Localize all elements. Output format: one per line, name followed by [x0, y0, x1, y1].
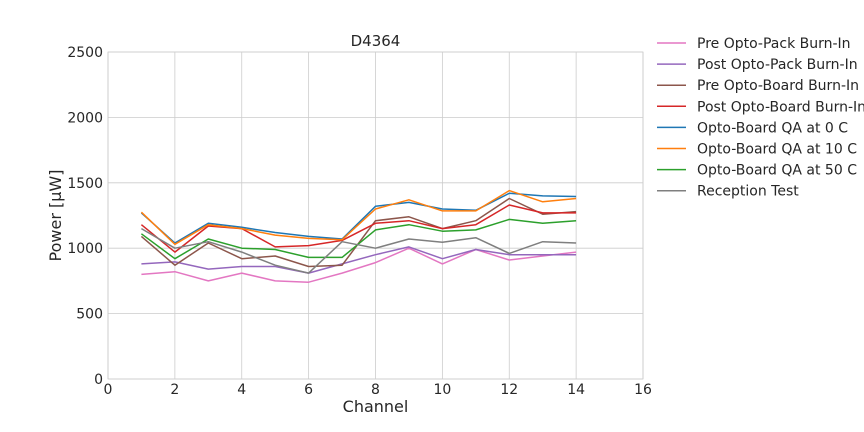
- legend-label: Opto-Board QA at 10 C: [697, 142, 857, 158]
- x-tick-label: 6: [304, 382, 313, 398]
- x-tick-label: 2: [170, 382, 179, 398]
- x-tick-label: 12: [500, 382, 518, 398]
- y-tick-label: 1000: [67, 241, 103, 257]
- chart-title: D4364: [351, 32, 401, 50]
- x-tick-label: 0: [104, 382, 113, 398]
- legend-label: Post Opto-Pack Burn-In: [697, 57, 858, 73]
- y-tick-label: 1500: [67, 176, 103, 192]
- legend-label: Pre Opto-Pack Burn-In: [697, 36, 851, 52]
- x-tick-label: 8: [371, 382, 380, 398]
- y-tick-label: 500: [76, 307, 103, 323]
- grid: [107, 51, 644, 380]
- series-line-3: [140, 204, 577, 253]
- x-tick-labels: 0 2 4 6 8 10 12 14 16: [104, 382, 652, 398]
- legend-label: Post Opto-Board Burn-In: [697, 99, 864, 115]
- legend-label: Opto-Board QA at 0 C: [697, 120, 848, 136]
- legend-label: Pre Opto-Board Burn-In: [697, 78, 859, 94]
- legend-label: Opto-Board QA at 50 C: [697, 163, 857, 179]
- series-line-0: [141, 247, 577, 283]
- x-tick-label: 16: [634, 382, 652, 398]
- y-tick-label: 2500: [67, 45, 103, 61]
- series-line-7: [141, 227, 577, 274]
- series-line-1: [141, 246, 577, 274]
- legend-label: Reception Test: [697, 184, 799, 200]
- series-line-5: [140, 189, 577, 246]
- x-axis-label: Channel: [343, 397, 409, 416]
- series-lines: [140, 189, 577, 283]
- y-tick-label: 0: [94, 372, 103, 388]
- x-tick-label: 14: [567, 382, 585, 398]
- plot-frame: [107, 51, 644, 380]
- series-line-6: [140, 218, 577, 260]
- legend: Pre Opto-Pack Burn-In Post Opto-Pack Burn…: [657, 36, 864, 200]
- y-tick-labels: 0 500 1000 1500 2000 2500: [67, 45, 103, 388]
- series-line-4: [140, 192, 577, 244]
- x-tick-label: 4: [237, 382, 246, 398]
- axes: [107, 51, 644, 380]
- y-tick-label: 2000: [67, 110, 103, 126]
- y-axis-label: Power [μW]: [46, 170, 65, 262]
- x-tick-label: 10: [433, 382, 451, 398]
